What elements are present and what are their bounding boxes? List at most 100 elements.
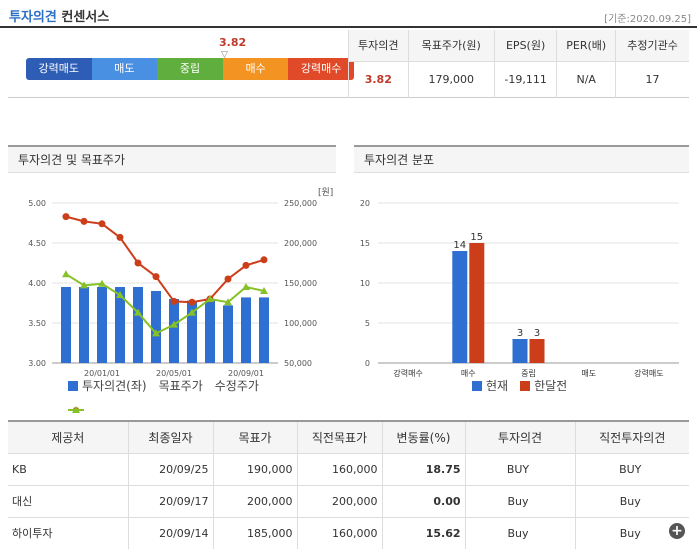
scale-strong-buy: 강력매수 <box>288 58 354 80</box>
expand-plus-icon[interactable]: + <box>669 523 685 539</box>
y-left-tick: 4.00 <box>28 279 46 288</box>
opinion-bar <box>151 291 161 363</box>
y-tick: 0 <box>365 359 370 368</box>
adjusted-price-point <box>206 295 214 302</box>
adjusted-price-line <box>65 273 265 335</box>
target-price-point <box>152 273 160 281</box>
consensus-table: 투자의견 목표주가(원) EPS(원) PER(배) 추정기관수 3.82 17… <box>348 30 689 98</box>
legend-target: 목표주가 <box>68 377 203 413</box>
scale-marker-icon: ▽ <box>221 50 228 60</box>
legend-label: 수정주가 <box>214 379 259 393</box>
table-row: 하이투자 20/09/14 185,000 160,000 15.62 Buy … <box>8 516 689 549</box>
opinion-bar <box>169 299 179 363</box>
val-institutions: 17 <box>615 61 689 98</box>
col-prev-target: 직전목표가 <box>296 421 383 454</box>
cell-target: 200,000 <box>212 484 298 518</box>
legend-label: 현재 <box>486 379 509 393</box>
target-price-point <box>242 261 250 269</box>
scale-marker-value: 3.82 <box>219 36 247 49</box>
legend-swatch-red <box>520 380 531 391</box>
opinion-bar <box>133 287 143 363</box>
legend-swatch-blue <box>68 380 78 391</box>
y-left-tick: 3.00 <box>28 359 46 368</box>
current-bar <box>452 251 468 363</box>
val-eps: -19,111 <box>493 61 557 98</box>
target-price-point <box>98 220 106 228</box>
x-tick: 20/01/01 <box>84 369 120 378</box>
y-right-tick: 100,000 <box>284 319 317 328</box>
legend-current: 현재 <box>472 377 508 394</box>
y-right-tick: 150,000 <box>284 279 317 288</box>
opinion-bar <box>61 287 71 363</box>
col-opinion: 투자의견 <box>464 421 576 454</box>
y-tick: 20 <box>360 199 370 208</box>
scale-sell: 매도 <box>91 58 158 80</box>
legend-swatch-blue <box>472 380 482 391</box>
month-ago-bar <box>469 243 485 363</box>
adjusted-price-point <box>260 287 268 294</box>
panel-title: 투자의견 및 목표주가 <box>8 147 336 173</box>
legend-month-ago: 한달전 <box>520 377 567 394</box>
val-opinion: 3.82 <box>348 61 409 98</box>
adjusted-price-point <box>224 298 232 306</box>
current-bar <box>512 339 528 363</box>
scale-strong-sell: 강력매도 <box>26 58 92 80</box>
category-label: 매수 <box>461 369 476 378</box>
scale-buy: 매수 <box>222 58 289 80</box>
legend-label: 목표주가 <box>158 379 203 393</box>
target-price-point <box>134 259 142 267</box>
y-right-tick: 250,000 <box>284 199 317 208</box>
opinion-distribution-panel: 투자의견 분포 20 15 10 5 0 강력매수 매수 14 15 중립 3 3 매도 강력매도 현재 … <box>354 145 689 395</box>
cell-prev-target: 200,000 <box>296 484 383 518</box>
table-row: KB 20/09/25 190,000 160,000 18.75 BUY BU… <box>8 452 689 486</box>
x-tick: 20/09/01 <box>228 369 264 378</box>
cell-prev-opinion: BUY <box>574 452 689 486</box>
target-price-point <box>170 297 178 305</box>
opinion-bar <box>97 287 107 363</box>
opinion-target-chart: [원] 5.00 4.50 4.00 3.50 3.00 250,000 200,000 150… <box>28 187 333 378</box>
col-provider: 제공처 <box>8 421 129 454</box>
target-price-point <box>62 213 70 221</box>
opinion-bar <box>259 297 269 363</box>
category-label: 매도 <box>581 369 596 378</box>
base-date: [기준:2020.09.25] <box>604 14 691 25</box>
adjusted-price-point <box>152 329 160 337</box>
y-tick: 10 <box>360 279 370 288</box>
month-ago-bar <box>529 339 545 363</box>
col-per: PER(배) <box>556 30 616 62</box>
cell-date: 20/09/14 <box>127 516 214 549</box>
col-eps: EPS(원) <box>493 30 557 62</box>
adjusted-price-point <box>170 320 178 328</box>
category-label: 강력매도 <box>634 368 663 378</box>
data-label: 3 <box>534 328 540 339</box>
cell-date: 20/09/17 <box>127 484 214 518</box>
cell-provider: 대신 <box>8 484 129 518</box>
cell-opinion: Buy <box>464 484 576 518</box>
target-price-point <box>188 298 196 306</box>
y-right-tick: 200,000 <box>284 239 317 248</box>
col-target-price: 목표주가(원) <box>407 30 495 62</box>
cell-opinion: Buy <box>464 516 576 549</box>
y-left-tick: 3.50 <box>28 319 46 328</box>
left-legend: 투자의견(좌) 목표주가 수정주가 <box>68 377 259 413</box>
opinion-bar <box>115 287 125 363</box>
cell-provider: 하이투자 <box>8 516 129 549</box>
adjusted-price-point <box>98 279 106 287</box>
data-label: 15 <box>470 232 483 243</box>
adjusted-price-point <box>188 308 196 316</box>
col-change: 변동률(%) <box>381 421 466 454</box>
title-sub: 컨센서스 <box>61 10 110 25</box>
col-opinion: 투자의견 <box>348 30 409 62</box>
opinion-scale: 강력매도 매도 중립 매수 강력매수 <box>26 58 354 80</box>
consensus-summary: 3.82 ▽ 강력매도 매도 중립 매수 강력매수 투자의견 목표주가(원) E… <box>8 30 689 98</box>
opinion-bar <box>223 305 233 363</box>
scale-neutral: 중립 <box>157 58 223 80</box>
target-price-point <box>224 275 232 283</box>
opinion-distribution-chart: 20 15 10 5 0 강력매수 매수 14 15 중립 3 3 매도 강력매도 <box>360 199 679 378</box>
adjusted-price-point <box>116 291 124 298</box>
section-title: 투자의견 컨센서스 <box>9 6 109 25</box>
adjusted-price-point <box>80 281 88 289</box>
y-left-tick: 4.50 <box>28 239 46 248</box>
target-price-line <box>65 215 265 304</box>
y-tick: 15 <box>360 239 370 248</box>
